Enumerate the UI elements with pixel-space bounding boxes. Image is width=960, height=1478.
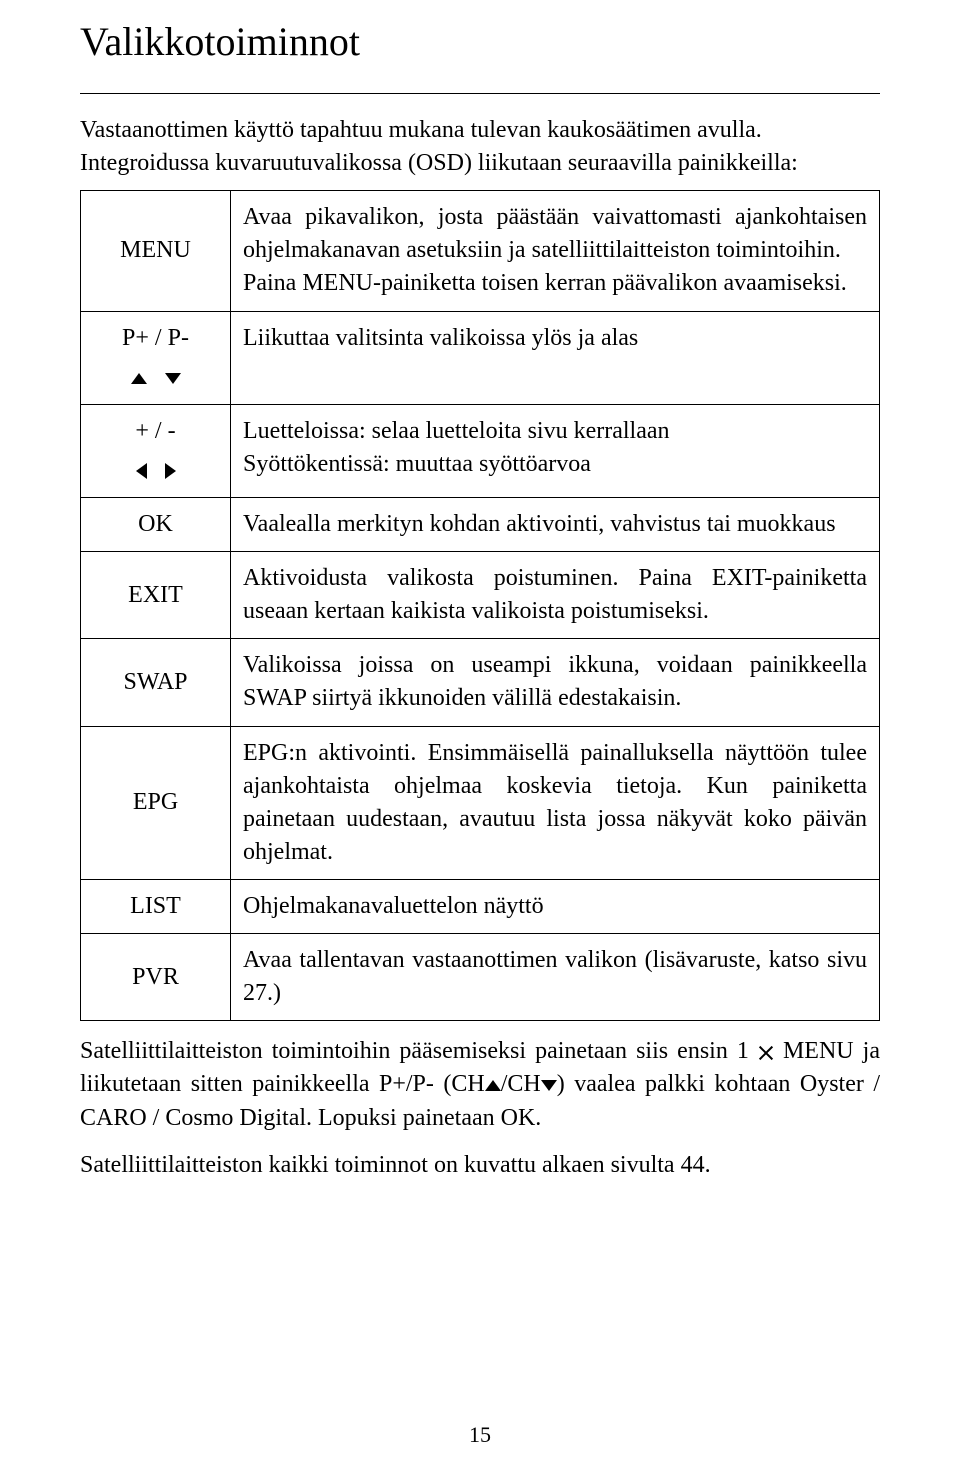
cross-icon [758, 1045, 774, 1061]
arrow-icons [93, 361, 218, 394]
arrow-icons [93, 454, 218, 487]
after-text-1: Satelliittilaitteiston toimintoihin pääs… [80, 1035, 880, 1134]
desc-cell-menu: Avaa pikavalikon, josta päästään vaivatt… [231, 191, 880, 311]
key-cell-swap: SWAP [81, 639, 231, 726]
key-cell-epg: EPG [81, 726, 231, 879]
up-arrow-icon [485, 1080, 501, 1091]
key-table: MENU Avaa pikavalikon, josta päästään va… [80, 190, 880, 1021]
key-label: + / - [93, 415, 218, 448]
key-cell-ok: OK [81, 497, 231, 551]
table-row: EXIT Aktivoidusta valikosta poistuminen.… [81, 552, 880, 639]
right-arrow-icon [165, 463, 176, 479]
down-arrow-icon [165, 373, 181, 384]
text-fragment: /CH [501, 1071, 541, 1097]
desc-line: Syöttökentissä: muuttaa syöttöarvoa [243, 448, 867, 481]
table-row: SWAP Valikoissa joissa on useampi ikkuna… [81, 639, 880, 726]
desc-cell-list: Ohjelmakanavaluettelon näyttö [231, 879, 880, 933]
key-cell-menu: MENU [81, 191, 231, 311]
left-arrow-icon [136, 463, 147, 479]
desc-cell-epg: EPG:n aktivointi. Ensimmäisellä painallu… [231, 726, 880, 879]
table-row: P+ / P- Liikuttaa valitsinta valikoissa … [81, 311, 880, 404]
table-row: OK Vaalealla merkityn kohdan aktivointi,… [81, 497, 880, 551]
desc-cell-ok: Vaalealla merkityn kohdan aktivointi, va… [231, 497, 880, 551]
divider [80, 93, 880, 94]
key-cell-plusminus: + / - [81, 404, 231, 497]
desc-cell-exit: Aktivoidusta valikosta poistuminen. Pain… [231, 552, 880, 639]
table-row: + / - Luetteloissa: selaa luetteloita si… [81, 404, 880, 497]
key-cell-exit: EXIT [81, 552, 231, 639]
table-row: PVR Avaa tallentavan vastaanottimen vali… [81, 934, 880, 1021]
desc-cell-plusminus: Luetteloissa: selaa luetteloita sivu ker… [231, 404, 880, 497]
intro-text: Vastaanottimen käyttö tapahtuu mukana tu… [80, 114, 880, 180]
page-number: 15 [0, 1422, 960, 1448]
page-title: Valikkotoiminnot [80, 18, 880, 65]
key-cell-list: LIST [81, 879, 231, 933]
desc-cell-pvr: Avaa tallentavan vastaanottimen valikon … [231, 934, 880, 1021]
down-arrow-icon [541, 1080, 557, 1091]
desc-cell-pplus: Liikuttaa valitsinta valikoissa ylös ja … [231, 311, 880, 404]
table-row: EPG EPG:n aktivointi. Ensimmäisellä pain… [81, 726, 880, 879]
up-arrow-icon [131, 373, 147, 384]
key-cell-pvr: PVR [81, 934, 231, 1021]
table-row: MENU Avaa pikavalikon, josta päästään va… [81, 191, 880, 311]
key-cell-pplus: P+ / P- [81, 311, 231, 404]
desc-cell-swap: Valikoissa joissa on useampi ikkuna, voi… [231, 639, 880, 726]
after-text-2: Satelliittilaitteiston kaikki toiminnot … [80, 1149, 880, 1182]
key-label: P+ / P- [93, 322, 218, 355]
table-row: LIST Ohjelmakanavaluettelon näyttö [81, 879, 880, 933]
text-fragment: Satelliittilaitteiston toimintoihin pääs… [80, 1038, 758, 1064]
desc-line: Luetteloissa: selaa luetteloita sivu ker… [243, 415, 867, 448]
